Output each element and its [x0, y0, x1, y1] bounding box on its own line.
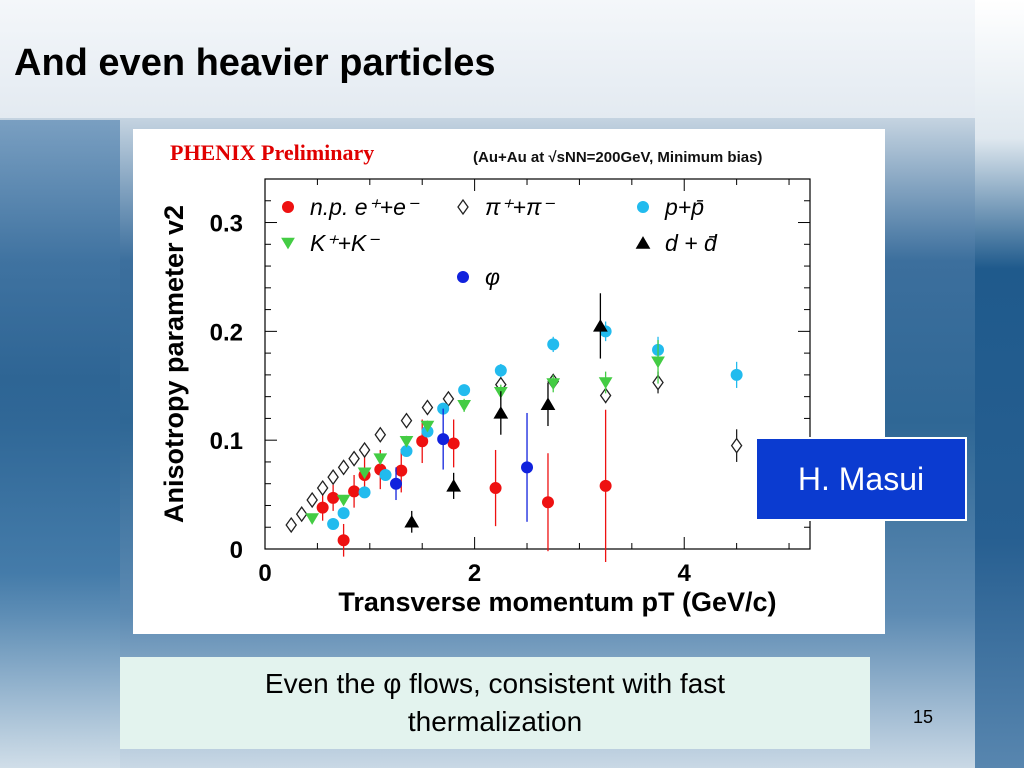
data-point-pion: [316, 479, 329, 497]
data-point-proton: [358, 486, 371, 499]
data-point-phi: [390, 477, 403, 490]
chart-title: PHENIX Preliminary: [170, 140, 375, 165]
legend-marker-electron: [282, 201, 294, 213]
legend-label-phi: φ: [485, 264, 500, 290]
caption-box: Even the φ flows, consistent with fast t…: [120, 657, 870, 749]
data-point-pion: [599, 387, 612, 404]
x-tick-label: 0: [258, 560, 271, 587]
y-tick-label: 0: [230, 537, 243, 564]
title-band: [0, 0, 975, 118]
plot-frame: [264, 178, 811, 550]
legend-label-electron: n.p. e⁺+e⁻: [310, 194, 420, 220]
legend-marker-kaon: [281, 237, 295, 250]
legend-marker-phi: [457, 271, 469, 283]
data-point-kaon: [420, 420, 435, 433]
data-point-phi: [437, 433, 450, 446]
y-axis-label: Anisotropy parameter v2: [159, 205, 189, 523]
x-axis-label: Transverse momentum pT (GeV/c): [338, 587, 776, 617]
author-label: H. Masui: [797, 460, 925, 497]
legend-marker-pion: [457, 198, 469, 216]
x-tick-label: 4: [678, 560, 692, 587]
data-point-pion: [285, 516, 298, 534]
legend-label-pion: π⁺+π⁻: [485, 194, 555, 220]
y-tick-label: 0.2: [210, 319, 243, 346]
data-point-pion: [295, 506, 308, 523]
data-point-electron: [395, 464, 408, 477]
data-point-electron: [541, 496, 554, 509]
data-point-pion: [348, 450, 360, 467]
background-streak-left: [0, 120, 120, 768]
y-tick-label: 0.1: [210, 428, 243, 455]
slide-number: 15: [913, 707, 934, 727]
data-point-proton: [730, 368, 743, 381]
data-point-electron: [447, 437, 460, 450]
data-point-proton: [337, 507, 350, 520]
data-point-pion: [306, 491, 318, 509]
data-point-proton: [494, 364, 507, 377]
data-point-electron: [489, 482, 502, 495]
data-point-pion: [421, 399, 434, 416]
data-point-pion: [358, 441, 371, 459]
data-point-kaon: [399, 435, 414, 448]
data-point-electron: [337, 534, 350, 547]
data-point-proton: [327, 517, 340, 530]
background-streak-right: [975, 0, 1024, 768]
data-point-kaon: [651, 356, 665, 369]
legend-marker-deuteron: [635, 236, 651, 249]
data-point-electron: [416, 435, 429, 448]
data-point-pion: [400, 412, 413, 429]
data-point-kaon: [357, 467, 372, 480]
data-point-proton: [379, 469, 392, 481]
data-point-pion: [374, 426, 387, 443]
data-point-kaon: [373, 453, 388, 466]
data-point-proton: [547, 338, 560, 351]
y-tick-label: 0.3: [210, 211, 243, 238]
chart-subtitle: (Au+Au at √sNN=200GeV, Minimum bias): [473, 149, 763, 166]
data-point-electron: [316, 501, 329, 514]
legend-label-kaon: K⁺+K⁻: [310, 230, 380, 256]
data-point-kaon: [598, 377, 613, 389]
data-point-pion: [337, 459, 350, 476]
data-point-pion: [730, 437, 743, 454]
data-point-deuteron: [404, 514, 420, 528]
chart-panel: 0 2 4 0 0.1 0.2 0.3 Transverse momentum pT (GeV…: [133, 129, 885, 634]
data-point-deuteron: [446, 479, 462, 492]
data-point-kaon: [336, 494, 351, 507]
data-point-kaon: [457, 400, 472, 412]
caption-text: Even the φ flows, consistent with fast t…: [264, 668, 726, 737]
data-point-phi: [521, 461, 534, 474]
page-title: And even heavier particles: [14, 42, 496, 84]
v2-scatter-plot: 0 2 4 0 0.1 0.2 0.3 Transverse momentum pT (GeV…: [159, 178, 811, 617]
data-point-deuteron: [540, 397, 556, 410]
data-point-kaon: [305, 513, 320, 525]
legend-label-proton: p+p̄: [664, 194, 704, 220]
data-point-kaon: [546, 378, 561, 390]
legend-marker-proton: [637, 201, 649, 213]
data-point-electron: [599, 479, 612, 492]
data-point-deuteron: [493, 406, 509, 419]
data-point-deuteron: [593, 319, 608, 332]
data-point-pion: [327, 469, 339, 486]
x-tick-label: 2: [468, 560, 481, 587]
data-point-electron: [327, 491, 340, 504]
data-point-electron: [348, 485, 361, 498]
data-point-proton: [458, 384, 471, 397]
author-badge: H. Masui: [755, 437, 967, 521]
legend-label-deuteron: d + d̄: [665, 230, 718, 256]
